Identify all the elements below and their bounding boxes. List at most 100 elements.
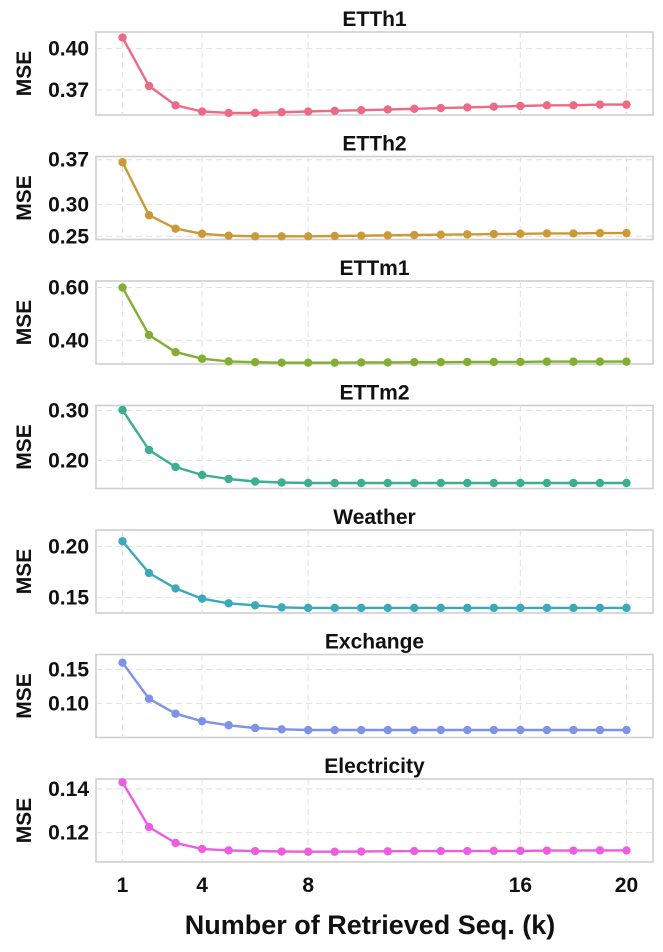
data-point [542, 357, 552, 366]
data-point [330, 847, 339, 856]
data-point [595, 478, 605, 488]
data-point [622, 603, 631, 613]
data-point [357, 603, 366, 613]
data-point [516, 101, 525, 111]
data-point [410, 357, 419, 367]
data-point [197, 229, 207, 238]
data-point [489, 603, 499, 613]
data-point [330, 231, 339, 241]
y-tick-label: 0.15 [48, 587, 89, 610]
data-point [171, 462, 180, 472]
data-point [489, 102, 499, 111]
plot-area [95, 653, 654, 739]
data-point [303, 603, 313, 613]
data-point [463, 478, 472, 488]
panel-etth2: 0.25 0.30 0.37 MSE ETTh2 [13, 133, 654, 248]
data-point [330, 106, 339, 116]
data-point [224, 357, 233, 366]
y-tick-label: 0.37 [48, 79, 89, 102]
data-point [516, 846, 525, 856]
data-point [489, 357, 499, 367]
data-point [144, 81, 154, 91]
data-point [357, 847, 366, 856]
y-axis-label: MSE [13, 300, 36, 346]
data-point [330, 358, 339, 367]
data-point [250, 357, 260, 367]
data-point [330, 603, 339, 613]
data-point [542, 478, 552, 488]
data-point [277, 478, 286, 487]
data-point [118, 778, 127, 787]
y-axis-label: MSE [13, 798, 36, 844]
data-point [118, 658, 127, 667]
data-point [171, 838, 180, 848]
data-point [118, 405, 127, 415]
data-point [277, 603, 286, 612]
data-point [118, 158, 127, 167]
data-point [622, 846, 631, 855]
data-point [277, 108, 286, 117]
data-point [171, 224, 180, 233]
data-point [118, 33, 127, 42]
data-point [383, 478, 392, 488]
data-point [303, 358, 313, 367]
data-point [277, 847, 286, 856]
y-tick-label: 0.25 [48, 225, 89, 248]
data-point [197, 716, 207, 726]
data-point [277, 232, 286, 241]
panel-ettm1: 0.40 0.60 MSE ETTm1 [13, 257, 654, 367]
data-point [197, 470, 207, 480]
data-point [171, 584, 180, 593]
data-point [516, 229, 525, 238]
panel-electricity: 0.12 0.14 MSE Electricity [13, 755, 654, 863]
data-point [197, 594, 207, 603]
data-point [224, 846, 233, 855]
series-line-exchange [121, 661, 627, 732]
data-point [197, 107, 207, 116]
data-point [622, 100, 631, 109]
x-tick-label: 8 [302, 874, 314, 897]
data-point [330, 478, 339, 488]
data-point [410, 478, 419, 488]
y-axis-label: MSE [13, 549, 36, 595]
data-point [250, 477, 260, 486]
data-point [171, 709, 180, 718]
y-axis-label: MSE [13, 673, 36, 719]
series-line-ettm1 [121, 287, 627, 364]
x-axis: 1 4 8 16 20 [117, 874, 638, 897]
data-point [516, 357, 525, 367]
plot-area [95, 155, 654, 241]
data-point [436, 357, 446, 367]
y-tick-label: 0.10 [48, 692, 89, 715]
data-point [436, 103, 446, 113]
data-point [463, 103, 472, 112]
data-point [542, 846, 552, 855]
x-tick-label: 20 [615, 874, 638, 897]
plot-area [95, 778, 654, 863]
y-tick-label: 0.40 [48, 329, 89, 352]
data-point [436, 230, 446, 239]
data-point [463, 725, 472, 735]
data-point [569, 101, 578, 110]
y-tick-label: 0.12 [48, 822, 89, 845]
data-point [197, 354, 207, 363]
panel-ettm2: 0.20 0.30 MSE ETTm2 [13, 382, 654, 490]
data-point [463, 603, 472, 613]
series-line-etth1 [121, 36, 627, 115]
panel-title: ETTh2 [342, 133, 406, 156]
data-point [250, 601, 260, 610]
y-tick-label: 0.60 [48, 277, 89, 300]
data-point [622, 357, 631, 366]
panel-etth1: 0.37 0.40 MSE ETTh1 [13, 8, 654, 118]
x-axis-label: Number of Retrieved Seq. (k) [185, 910, 556, 940]
panel-title: Electricity [324, 755, 425, 778]
data-point [250, 723, 260, 733]
series-line-ettm2 [121, 409, 627, 485]
y-tick-label: 0.40 [48, 38, 89, 61]
plot-area [95, 280, 654, 365]
data-point [489, 846, 499, 856]
data-point [144, 694, 154, 703]
panel-weather: 0.15 0.20 MSE Weather [13, 506, 654, 614]
data-point [410, 230, 419, 240]
